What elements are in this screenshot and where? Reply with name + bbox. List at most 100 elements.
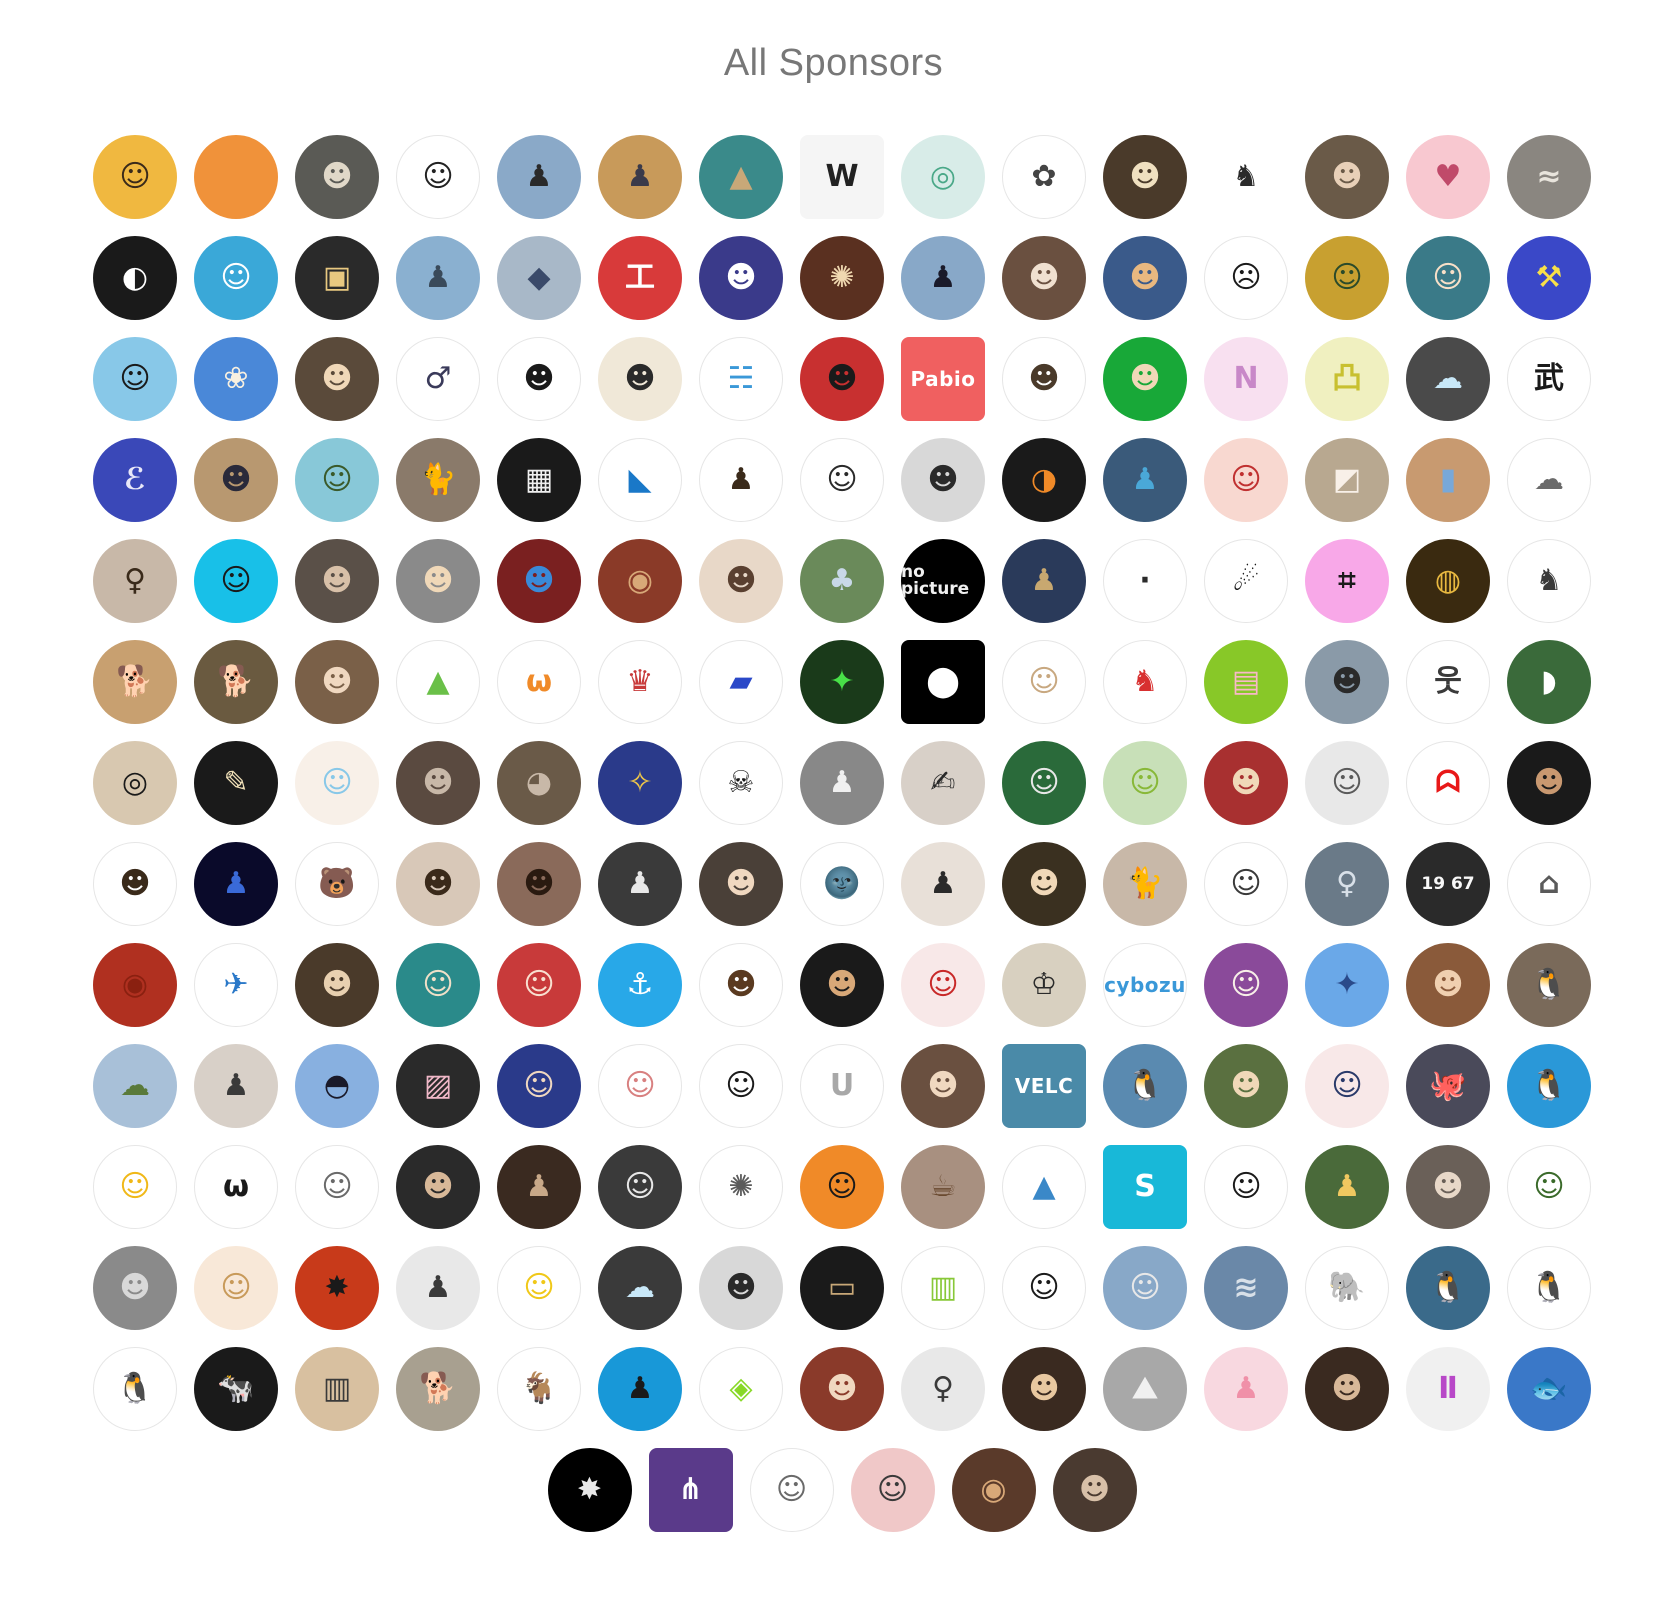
sponsor-avatar[interactable]: ☹ <box>1204 236 1288 320</box>
sponsor-avatar[interactable]: 🐕 <box>194 640 278 724</box>
sponsor-avatar[interactable]: ♔ <box>1002 943 1086 1027</box>
sponsor-avatar[interactable]: ♟ <box>598 1347 682 1431</box>
sponsor-avatar[interactable]: ☺ <box>295 1145 379 1229</box>
sponsor-avatar[interactable]: ☺ <box>1204 438 1288 522</box>
sponsor-avatar[interactable]: ♞ <box>1103 640 1187 724</box>
sponsor-avatar[interactable]: ♟ <box>396 236 480 320</box>
sponsor-avatar[interactable]: ☻ <box>295 640 379 724</box>
sponsor-avatar[interactable]: 🐧 <box>1507 943 1591 1027</box>
sponsor-avatar[interactable]: ⌂ <box>1507 842 1591 926</box>
sponsor-avatar[interactable]: ✧ <box>598 741 682 825</box>
sponsor-avatar[interactable]: ☻ <box>699 842 783 926</box>
sponsor-avatar[interactable]: ◑ <box>1002 438 1086 522</box>
sponsor-avatar[interactable]: no picture <box>901 539 985 623</box>
sponsor-avatar[interactable]: ☺ <box>598 1145 682 1229</box>
sponsor-avatar[interactable]: ◓ <box>295 1044 379 1128</box>
sponsor-avatar[interactable]: ☻ <box>1103 337 1187 421</box>
sponsor-avatar[interactable]: ≋ <box>1204 1246 1288 1330</box>
sponsor-avatar[interactable]: 凸 <box>1305 337 1389 421</box>
sponsor-avatar[interactable]: ☄ <box>1204 539 1288 623</box>
sponsor-avatar[interactable]: ♟ <box>901 842 985 926</box>
sponsor-avatar[interactable]: ☻ <box>93 1246 177 1330</box>
sponsor-avatar[interactable]: ☻ <box>1002 1347 1086 1431</box>
sponsor-avatar[interactable]: ☻ <box>295 135 379 219</box>
sponsor-avatar[interactable]: 🐧 <box>1406 1246 1490 1330</box>
sponsor-avatar[interactable]: ◎ <box>93 741 177 825</box>
sponsor-avatar[interactable]: ♟ <box>194 1044 278 1128</box>
sponsor-avatar[interactable]: ᗣ <box>1406 741 1490 825</box>
sponsor-avatar[interactable]: ▣ <box>295 236 379 320</box>
sponsor-avatar[interactable]: 19 67 <box>1406 842 1490 926</box>
sponsor-avatar[interactable]: ♟ <box>194 842 278 926</box>
sponsor-avatar[interactable]: ♟ <box>1103 438 1187 522</box>
sponsor-avatar[interactable]: ☺ <box>901 943 985 1027</box>
sponsor-avatar[interactable]: ☺ <box>1507 1145 1591 1229</box>
sponsor-avatar[interactable]: ◍ <box>1406 539 1490 623</box>
sponsor-avatar[interactable]: ✍ <box>901 741 985 825</box>
sponsor-avatar[interactable]: N <box>1204 337 1288 421</box>
sponsor-avatar[interactable]: ☻ <box>93 842 177 926</box>
sponsor-avatar[interactable]: Ⅱ <box>1406 1347 1490 1431</box>
sponsor-avatar[interactable]: W <box>800 135 884 219</box>
sponsor-avatar[interactable]: ≈ <box>1507 135 1591 219</box>
sponsor-avatar[interactable]: ☺ <box>1305 741 1389 825</box>
sponsor-avatar[interactable]: ◈ <box>699 1347 783 1431</box>
sponsor-avatar[interactable]: ☁ <box>1406 337 1490 421</box>
sponsor-avatar[interactable]: 🐧 <box>1507 1246 1591 1330</box>
sponsor-avatar[interactable]: ☺ <box>1305 236 1389 320</box>
sponsor-avatar[interactable]: 🐙 <box>1406 1044 1490 1128</box>
sponsor-avatar[interactable]: ☻ <box>1305 135 1389 219</box>
sponsor-avatar[interactable]: ☺ <box>1002 640 1086 724</box>
sponsor-avatar[interactable]: ✸ <box>295 1246 379 1330</box>
sponsor-avatar[interactable]: ⚓ <box>598 943 682 1027</box>
sponsor-avatar[interactable]: 🌚 <box>800 842 884 926</box>
sponsor-avatar[interactable]: ♞ <box>1507 539 1591 623</box>
sponsor-avatar[interactable]: ❀ <box>194 337 278 421</box>
sponsor-avatar[interactable]: ♞ <box>1204 135 1288 219</box>
sponsor-avatar[interactable]: ☺ <box>396 943 480 1027</box>
sponsor-avatar[interactable]: ☻ <box>1002 842 1086 926</box>
sponsor-avatar[interactable]: 🐻 <box>295 842 379 926</box>
sponsor-avatar[interactable]: ☻ <box>1103 135 1187 219</box>
sponsor-avatar[interactable]: ☻ <box>699 943 783 1027</box>
sponsor-avatar[interactable]: ☺ <box>1305 1044 1389 1128</box>
sponsor-avatar[interactable]: ☻ <box>1103 236 1187 320</box>
sponsor-avatar[interactable]: ✺ <box>699 1145 783 1229</box>
sponsor-avatar[interactable]: ☁ <box>93 1044 177 1128</box>
sponsor-avatar[interactable]: ☺ <box>1204 1145 1288 1229</box>
sponsor-avatar[interactable]: ♟ <box>497 135 581 219</box>
sponsor-avatar[interactable]: ♟ <box>1305 1145 1389 1229</box>
sponsor-avatar[interactable]: ☺ <box>1406 236 1490 320</box>
sponsor-avatar[interactable]: ▰ <box>699 640 783 724</box>
sponsor-avatar[interactable]: 🐐 <box>497 1347 581 1431</box>
sponsor-avatar[interactable]: ☺ <box>850 1448 935 1532</box>
sponsor-avatar[interactable]: ω <box>194 1145 278 1229</box>
sponsor-avatar[interactable]: 🐘 <box>1305 1246 1389 1330</box>
sponsor-avatar[interactable]: ☺ <box>93 1145 177 1229</box>
sponsor-avatar[interactable]: ♟ <box>800 741 884 825</box>
sponsor-avatar[interactable]: ☻ <box>800 337 884 421</box>
sponsor-avatar[interactable]: ☺ <box>598 1044 682 1128</box>
sponsor-avatar[interactable]: cybozu <box>1103 943 1187 1027</box>
sponsor-avatar[interactable]: ⛰ <box>1103 1347 1187 1431</box>
sponsor-avatar[interactable]: ✺ <box>800 236 884 320</box>
sponsor-avatar[interactable]: S <box>1103 1145 1187 1229</box>
sponsor-avatar[interactable]: ☺ <box>396 135 480 219</box>
sponsor-avatar[interactable]: ♥ <box>1406 135 1490 219</box>
sponsor-avatar[interactable]: ♟ <box>1204 1347 1288 1431</box>
sponsor-avatar[interactable]: ▨ <box>396 1044 480 1128</box>
sponsor-avatar[interactable]: ☺ <box>800 438 884 522</box>
sponsor-avatar[interactable]: ☻ <box>295 539 379 623</box>
sponsor-avatar[interactable]: ☺ <box>800 1145 884 1229</box>
sponsor-avatar[interactable]: ✎ <box>194 741 278 825</box>
sponsor-avatar[interactable]: ☻ <box>901 438 985 522</box>
sponsor-avatar[interactable]: ☻ <box>699 236 783 320</box>
sponsor-avatar[interactable]: ☻ <box>1305 1347 1389 1431</box>
sponsor-avatar[interactable]: ☻ <box>901 1044 985 1128</box>
sponsor-avatar[interactable]: U <box>800 1044 884 1128</box>
sponsor-avatar[interactable]: ✦ <box>1305 943 1389 1027</box>
sponsor-avatar[interactable]: ☻ <box>497 337 581 421</box>
sponsor-avatar[interactable]: 웃 <box>1406 640 1490 724</box>
sponsor-avatar[interactable]: ▥ <box>901 1246 985 1330</box>
sponsor-avatar[interactable]: ☻ <box>1002 236 1086 320</box>
